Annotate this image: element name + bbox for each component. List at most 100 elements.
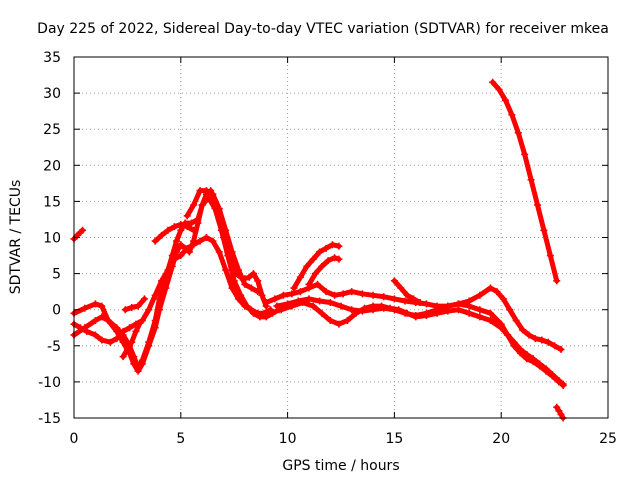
- data-point: [104, 317, 112, 325]
- data-point: [299, 298, 307, 306]
- data-point: [190, 226, 198, 234]
- data-point: [273, 302, 281, 310]
- data-point: [258, 291, 266, 299]
- data-point: [555, 407, 563, 415]
- data-point: [279, 291, 287, 299]
- data-point: [493, 288, 501, 296]
- data-point: [331, 291, 339, 299]
- data-point: [245, 273, 253, 281]
- data-point: [557, 345, 565, 353]
- data-point: [521, 150, 529, 158]
- data-point: [296, 288, 304, 296]
- data-point: [164, 226, 172, 234]
- data-point: [140, 295, 148, 303]
- data-point: [326, 298, 334, 306]
- data-point: [183, 244, 191, 252]
- data-point: [339, 290, 347, 298]
- y-tick-label: 5: [52, 267, 61, 283]
- data-point: [358, 290, 366, 298]
- data-point: [395, 306, 403, 314]
- data-point: [309, 255, 317, 263]
- data-point: [422, 300, 430, 308]
- data-point: [196, 237, 204, 245]
- data-point: [444, 307, 452, 315]
- data-point: [222, 226, 230, 234]
- data-point: [158, 231, 166, 239]
- data-point: [215, 248, 223, 256]
- data-point: [183, 212, 191, 220]
- data-point: [514, 129, 522, 137]
- data-point: [499, 295, 507, 303]
- data-point: [305, 295, 313, 303]
- data-point: [128, 338, 136, 346]
- data-point: [134, 363, 142, 371]
- data-point: [277, 306, 285, 314]
- data-point: [241, 302, 249, 310]
- data-point: [512, 317, 520, 325]
- data-point: [322, 288, 330, 296]
- data-point: [335, 242, 343, 250]
- data-point: [412, 313, 420, 321]
- data-point: [190, 201, 198, 209]
- series-trace-arc-16: [554, 404, 566, 421]
- data-point: [314, 280, 322, 288]
- data-point: [113, 324, 121, 332]
- data-point: [544, 338, 552, 346]
- data-point: [523, 350, 531, 358]
- data-point: [508, 111, 516, 119]
- y-tick-label: -15: [38, 411, 61, 427]
- data-point: [476, 313, 484, 321]
- data-point: [324, 257, 332, 265]
- data-point: [305, 280, 313, 288]
- data-point: [98, 302, 106, 310]
- y-tick-label: 20: [43, 158, 61, 174]
- data-point: [194, 215, 202, 223]
- data-point: [360, 304, 368, 312]
- data-point: [506, 306, 514, 314]
- data-point: [288, 290, 296, 298]
- data-point: [504, 331, 512, 339]
- data-series-arc-12: [290, 241, 343, 292]
- y-tick-label: 15: [43, 194, 61, 210]
- series-trace-arc-11: [278, 300, 566, 388]
- data-series-arc-15: [489, 78, 561, 285]
- data-point: [557, 410, 565, 418]
- data-point: [249, 270, 257, 278]
- data-point: [318, 309, 326, 317]
- data-point: [318, 262, 326, 270]
- data-point: [222, 266, 230, 274]
- data-point: [151, 317, 159, 325]
- data-point: [247, 284, 255, 292]
- data-point: [177, 221, 185, 229]
- data-point: [487, 317, 495, 325]
- data-point: [551, 342, 559, 350]
- data-point: [335, 255, 343, 263]
- data-point: [540, 226, 548, 234]
- data-point: [98, 313, 106, 321]
- data-point: [228, 248, 236, 256]
- data-point: [465, 302, 473, 310]
- data-point: [433, 309, 441, 317]
- data-point: [228, 284, 236, 292]
- data-point: [555, 376, 563, 384]
- data-point: [476, 291, 484, 299]
- data-point: [113, 335, 121, 343]
- data-point: [81, 304, 89, 312]
- data-point: [158, 277, 166, 285]
- x-tick-label: 5: [176, 431, 185, 447]
- data-point: [316, 297, 324, 305]
- data-point: [138, 356, 146, 364]
- data-point: [525, 331, 533, 339]
- data-point: [497, 324, 505, 332]
- data-point: [145, 306, 153, 314]
- data-point: [487, 284, 495, 292]
- data-point: [202, 234, 210, 241]
- data-point: [205, 194, 213, 202]
- data-point: [128, 304, 136, 312]
- data-series-arc-2: [70, 187, 270, 375]
- data-point: [98, 336, 106, 344]
- data-point: [91, 300, 99, 308]
- data-point: [369, 291, 377, 299]
- data-point: [476, 306, 484, 314]
- data-point: [234, 295, 242, 303]
